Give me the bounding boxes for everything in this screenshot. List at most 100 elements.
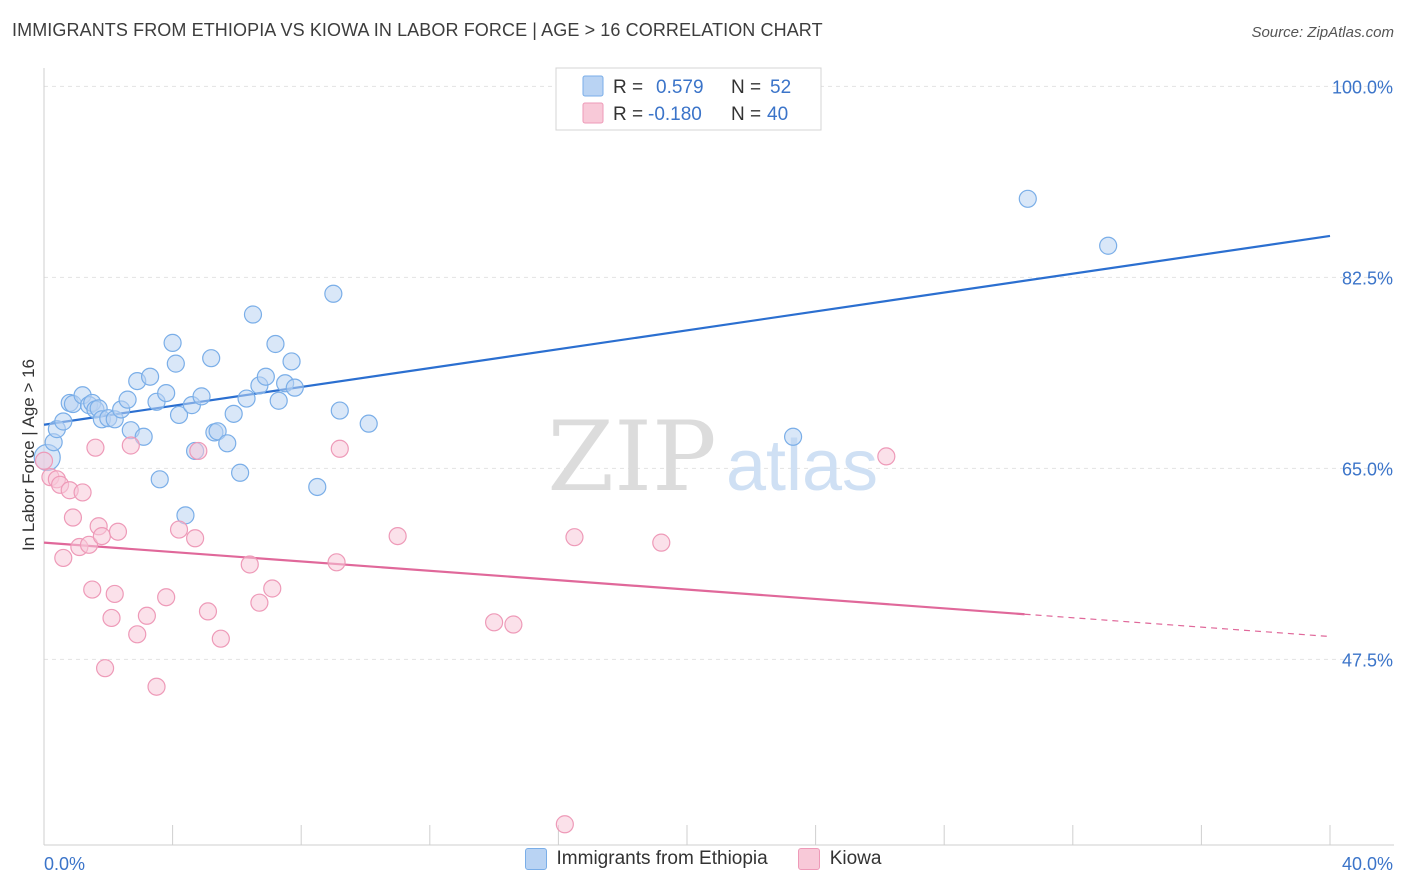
point-ethiopia	[166, 354, 185, 373]
point-ethiopia	[243, 305, 263, 324]
point-kiowa	[105, 584, 124, 604]
point-kiowa	[147, 677, 166, 696]
legend-n-value-1: 52	[770, 77, 791, 98]
point-ethiopia	[1018, 189, 1037, 208]
watermark-atlas: atlas	[726, 426, 878, 506]
point-ethiopia	[157, 383, 176, 403]
y-tick-label: 82.5%	[1342, 268, 1393, 288]
point-ethiopia	[134, 427, 153, 446]
point-kiowa	[211, 629, 230, 648]
point-kiowa	[186, 529, 205, 548]
legend-r-value-1: 0.579	[656, 77, 704, 98]
point-kiowa	[137, 606, 156, 625]
point-kiowa	[157, 588, 176, 607]
y-axis-label: In Labor Force | Age > 16	[19, 359, 38, 551]
legend-label-kiowa: Kiowa	[829, 848, 882, 869]
legend-r-value-2: -0.180	[648, 104, 702, 125]
point-kiowa	[555, 815, 574, 834]
point-kiowa	[504, 615, 523, 634]
legend-swatch-ethiopia-bottom	[524, 848, 547, 870]
point-kiowa	[169, 520, 189, 539]
point-kiowa	[83, 580, 102, 599]
point-ethiopia	[218, 434, 237, 453]
point-ethiopia	[359, 414, 378, 433]
data-points	[33, 189, 1118, 834]
point-kiowa	[92, 526, 111, 546]
legend-n-label-1: N =	[731, 77, 761, 98]
legend-swatch-kiowa	[582, 102, 604, 124]
point-kiowa	[73, 483, 92, 502]
point-kiowa	[128, 625, 147, 644]
point-kiowa	[877, 447, 896, 466]
point-kiowa	[485, 613, 504, 632]
point-ethiopia	[224, 404, 243, 423]
legend-n-value-2: 40	[767, 104, 788, 125]
point-kiowa	[95, 659, 115, 678]
legend-swatch-kiowa-bottom	[797, 848, 820, 870]
trend-line-kiowa	[43, 541, 1025, 616]
y-tick-labels: 47.5% 65.0% 82.5% 100.0%	[1332, 77, 1393, 670]
watermark-zip: ZIP	[547, 401, 716, 513]
point-kiowa	[86, 438, 105, 457]
axes	[43, 68, 1394, 846]
point-ethiopia	[282, 352, 301, 371]
point-kiowa	[79, 535, 99, 554]
y-tick-label: 65.0%	[1342, 459, 1393, 479]
point-kiowa	[330, 439, 349, 458]
x-tick-label: 0.0%	[44, 854, 85, 874]
point-ethiopia	[237, 389, 256, 408]
y-tick-label: 47.5%	[1342, 650, 1393, 670]
legend-item-ethiopia: Immigrants from Ethiopia	[524, 848, 768, 870]
point-ethiopia	[783, 427, 803, 446]
point-kiowa	[189, 441, 208, 461]
legend-n-label-2: N =	[731, 104, 761, 125]
legend-label-ethiopia: Immigrants from Ethiopia	[556, 848, 768, 869]
point-ethiopia	[208, 422, 227, 441]
point-kiowa	[102, 608, 121, 628]
trend-line-ethiopia	[43, 234, 1331, 426]
source-label: Source: ZipAtlas.com	[1251, 24, 1394, 41]
point-ethiopia	[163, 333, 182, 352]
point-kiowa	[565, 528, 584, 547]
point-kiowa	[121, 436, 140, 455]
point-ethiopia	[192, 387, 211, 406]
correlation-legend: R = 0.579 N = 52 R = -0.180 N = 40	[555, 67, 822, 131]
point-kiowa	[652, 533, 671, 552]
point-ethiopia	[202, 349, 221, 368]
x-tick-labels: 0.0% 40.0%	[44, 854, 1393, 874]
point-kiowa	[240, 555, 259, 574]
point-ethiopia	[169, 405, 189, 425]
point-ethiopia	[54, 412, 73, 431]
point-ethiopia	[118, 390, 137, 409]
legend-swatch-ethiopia	[582, 75, 604, 97]
point-ethiopia	[285, 378, 304, 397]
legend-r-label-1: R =	[613, 77, 643, 98]
point-ethiopia	[330, 401, 349, 420]
point-kiowa	[34, 451, 54, 470]
series-legend: Immigrants from Ethiopia Kiowa	[0, 848, 1406, 870]
x-tick-label: 40.0%	[1342, 854, 1393, 874]
grid-lines	[44, 85, 1394, 660]
point-ethiopia	[231, 463, 250, 482]
point-ethiopia	[308, 477, 327, 497]
point-kiowa	[108, 522, 128, 541]
point-kiowa	[388, 526, 407, 546]
point-kiowa	[63, 508, 83, 527]
point-ethiopia	[140, 367, 160, 386]
point-kiowa	[250, 593, 269, 612]
point-ethiopia	[150, 470, 169, 489]
point-kiowa	[54, 548, 73, 568]
trend-line-kiowa-dashed	[1024, 613, 1331, 638]
legend-r-label-2: R =	[613, 104, 643, 125]
point-kiowa	[327, 553, 346, 572]
chart-title: IMMIGRANTS FROM ETHIOPIA VS KIOWA IN LAB…	[12, 20, 823, 40]
point-ethiopia	[1099, 236, 1118, 255]
y-tick-label: 100.0%	[1332, 77, 1393, 97]
point-ethiopia	[324, 284, 343, 303]
point-ethiopia	[269, 391, 288, 410]
point-ethiopia	[266, 334, 285, 354]
point-kiowa	[263, 579, 282, 598]
legend-item-kiowa: Kiowa	[797, 848, 882, 870]
point-kiowa	[198, 602, 218, 621]
